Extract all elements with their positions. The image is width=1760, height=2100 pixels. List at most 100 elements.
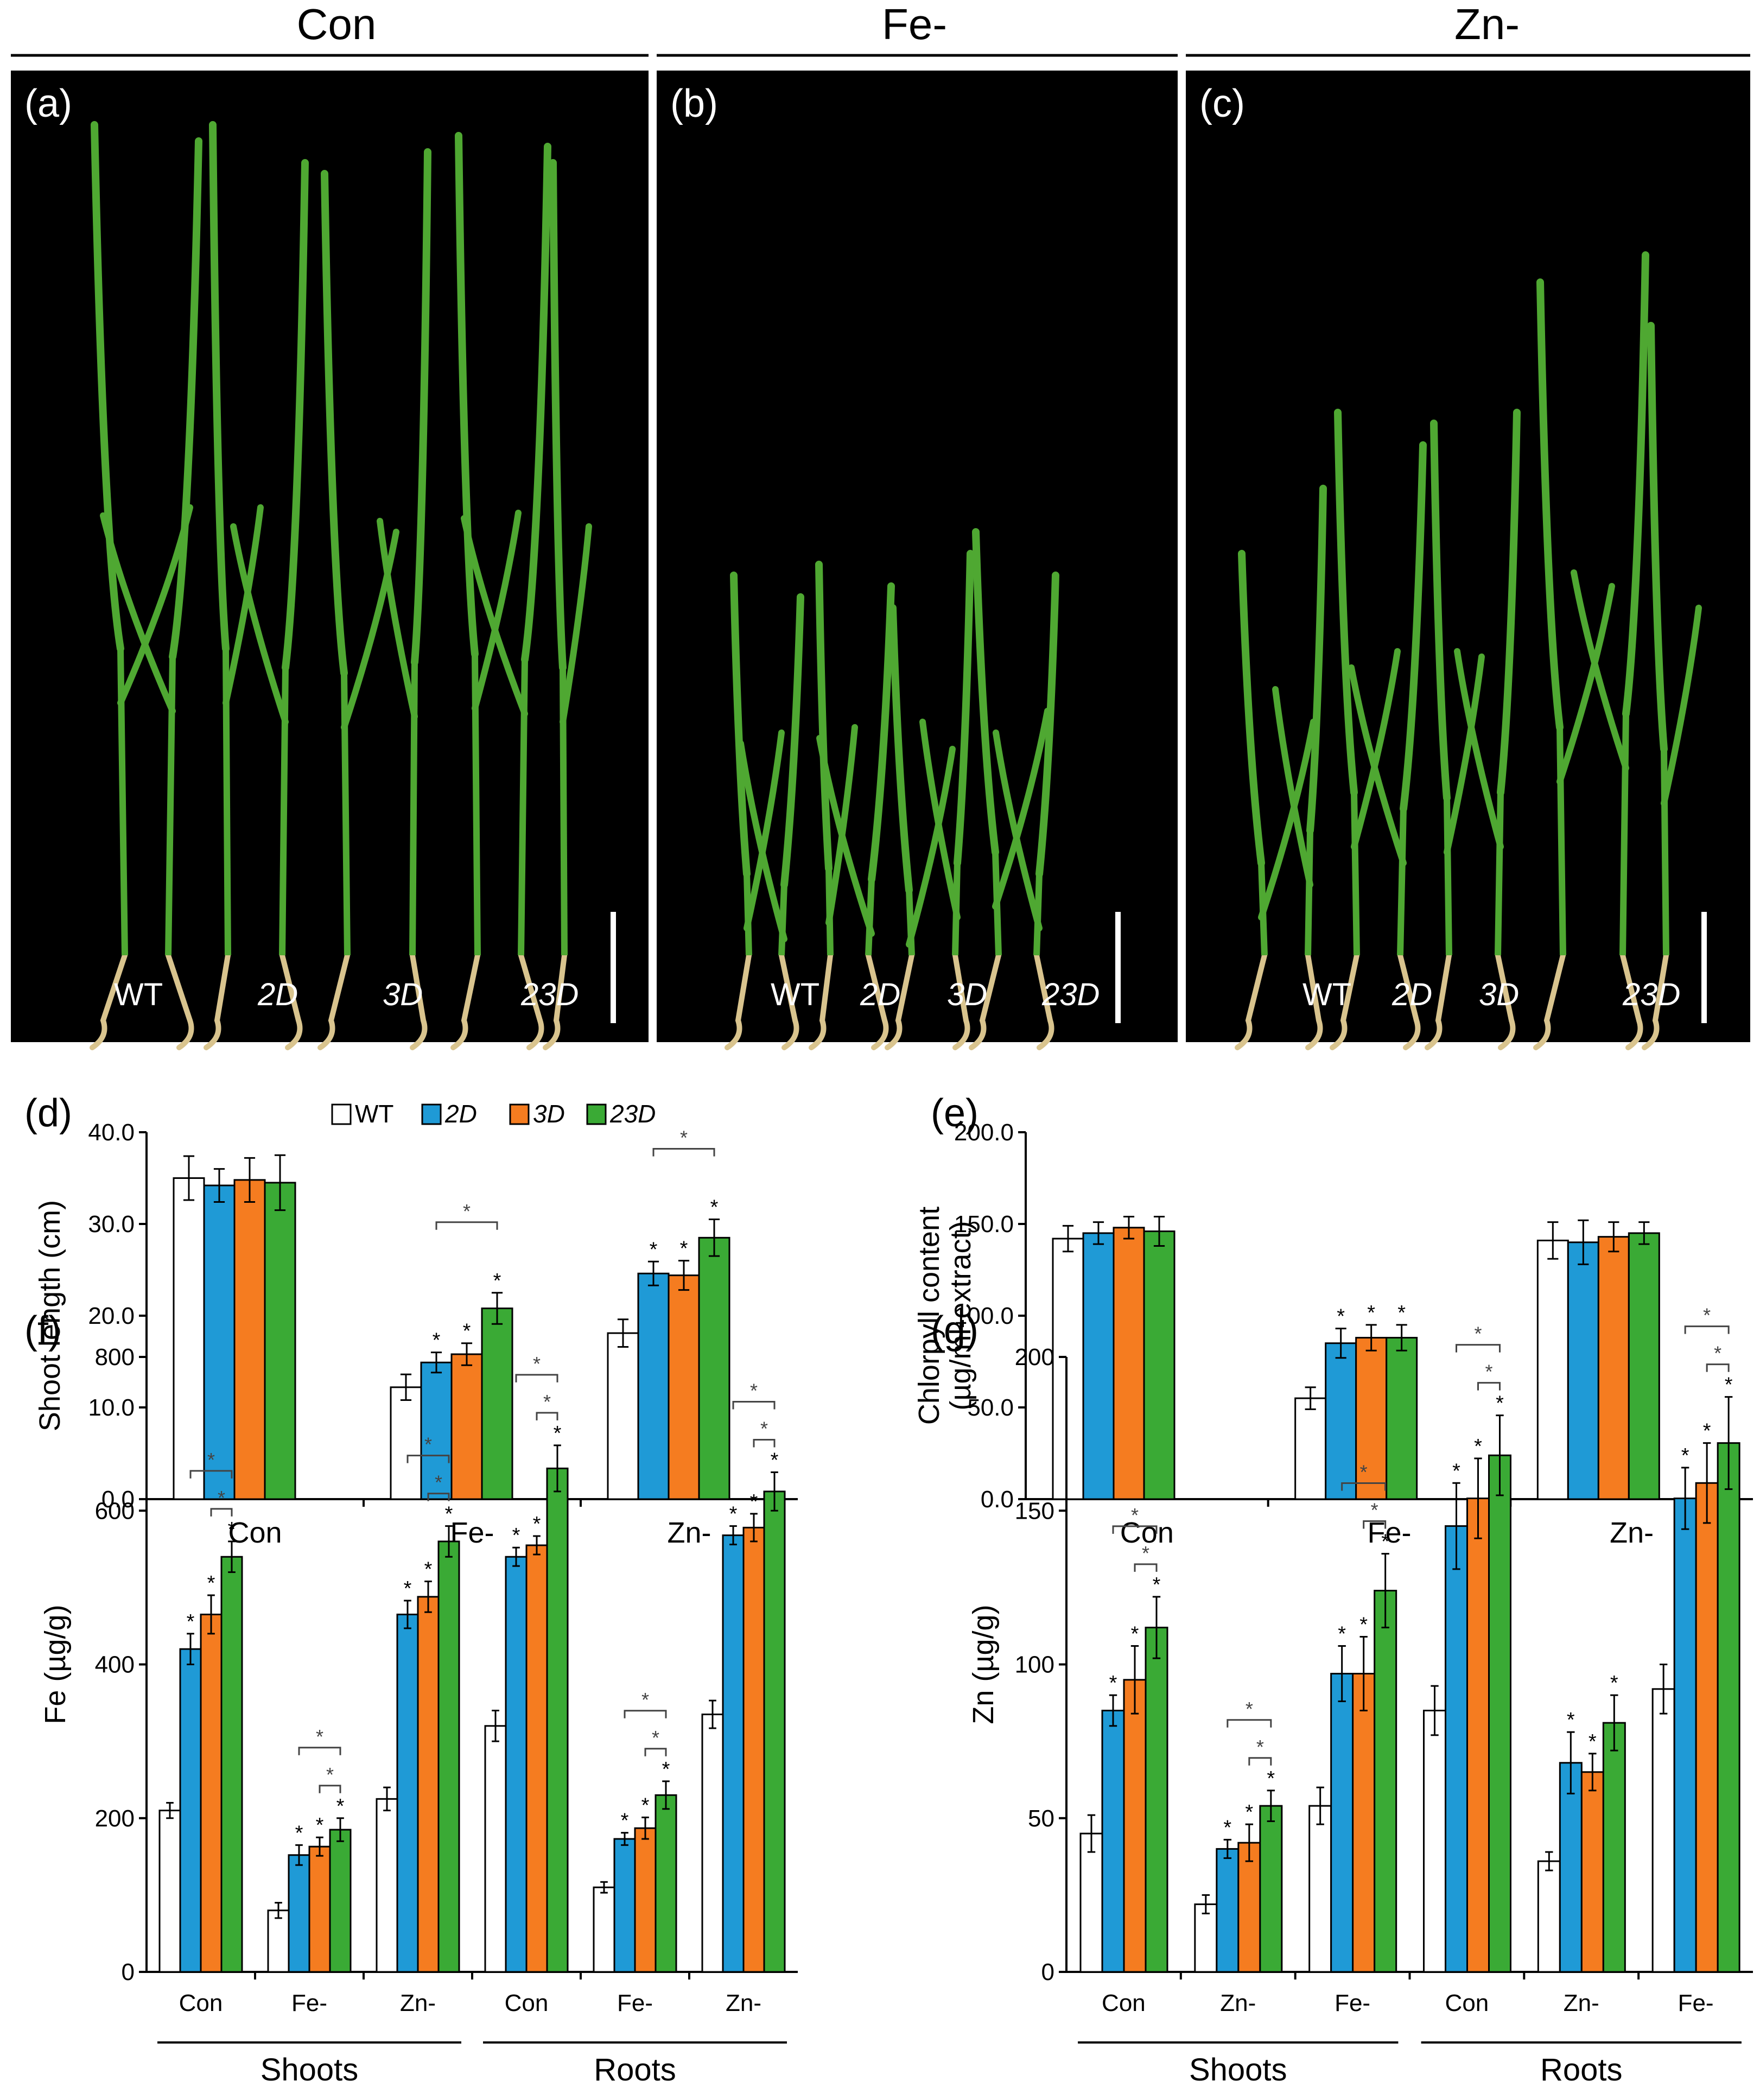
bar-Zn--3D: [1580, 1771, 1604, 1973]
bar-Con-WT: [484, 1725, 507, 1973]
legend-label-2D: 2D: [444, 1100, 477, 1128]
bar-Con-3D: [1113, 1227, 1145, 1500]
bracket-star: *: [641, 1689, 649, 1711]
plant-stem: [1556, 727, 1566, 956]
bar-Con-23D: [1488, 1454, 1511, 1973]
x-category-label: Zn-: [1610, 1517, 1654, 1549]
plant-leaf: [377, 518, 418, 720]
comparison-bracket: [753, 1438, 776, 1448]
bar-Fe--23D: [1374, 1590, 1397, 1973]
bar-Fe--3D: [308, 1845, 331, 1973]
plant-stem: [1661, 748, 1669, 956]
bracket-star: *: [1360, 1461, 1368, 1483]
group-label: Roots: [1540, 2052, 1623, 2088]
significance-star: *: [404, 1577, 412, 1600]
y-tick-label: 0.0: [981, 1486, 1014, 1513]
bracket-star: *: [1256, 1736, 1264, 1758]
y-tick-label: 200: [95, 1805, 135, 1832]
y-tick-label: 100.0: [954, 1303, 1014, 1329]
plant-leaf: [816, 735, 875, 937]
genotype-label: 2D: [257, 977, 298, 1012]
significance-star: *: [1223, 1816, 1231, 1839]
plant-root: [279, 953, 303, 1050]
significance-star: *: [445, 1503, 453, 1526]
significance-star: *: [1153, 1574, 1161, 1596]
plant-leaf: [100, 512, 176, 714]
bar-Con-WT: [1423, 1709, 1446, 1973]
plant-leaf: [321, 170, 348, 677]
panel-letter: (f): [24, 1309, 61, 1352]
significance-star: *: [1131, 1623, 1139, 1646]
comparison-bracket: [1684, 1325, 1730, 1334]
bracket-star: *: [680, 1127, 688, 1149]
y-axis-label: Shoot length (cm): [34, 1200, 66, 1431]
bar-Con-WT: [1079, 1832, 1103, 1973]
significance-star: *: [621, 1810, 629, 1832]
plant-leaf: [1334, 409, 1358, 796]
significance-star: *: [554, 1422, 562, 1445]
plant-root: [204, 953, 231, 1050]
plant-stem: [778, 884, 787, 956]
bracket-star: *: [218, 1487, 225, 1509]
x-category-label: Con: [1445, 1990, 1489, 2016]
y-tick-label: 50.0: [967, 1394, 1014, 1421]
significance-star: *: [1496, 1392, 1504, 1415]
comparison-bracket: [652, 1148, 715, 1157]
plant-stem: [1351, 792, 1360, 956]
significance-star: *: [710, 1196, 719, 1219]
bar-Fe--2D: [1330, 1672, 1354, 1973]
significance-star: *: [771, 1449, 779, 1471]
plant-leaf: [1444, 654, 1485, 855]
bar-Zn--WT: [701, 1714, 724, 1973]
bracket-star: *: [424, 1433, 432, 1456]
bar-Zn--23D: [763, 1490, 786, 1973]
bar-Fe--23D: [329, 1829, 352, 1973]
bar-Fe--WT: [267, 1909, 290, 1973]
bar-Zn--WT: [376, 1798, 398, 1973]
y-tick-label: 0: [122, 1959, 135, 1985]
bar-Con-3D: [233, 1179, 266, 1500]
bar-Zn--3D: [668, 1274, 700, 1500]
bar-Zn--3D: [417, 1596, 440, 1973]
plant-root: [1495, 953, 1516, 1050]
plant-leaf: [1536, 278, 1564, 731]
legend-swatch-3D: [509, 1103, 530, 1125]
y-tick-label: 40.0: [88, 1119, 135, 1146]
bar-Zn--WT: [1194, 1903, 1218, 1973]
comparison-bracket: [319, 1785, 341, 1793]
y-tick-label: 200: [1015, 1344, 1054, 1371]
plant-leaf: [1454, 648, 1504, 850]
plant-stem: [1305, 830, 1313, 956]
significance-star: *: [463, 1320, 471, 1343]
plant-root: [885, 953, 914, 1050]
significance-star: *: [1474, 1435, 1482, 1458]
plant-leaf: [1622, 251, 1649, 718]
comparison-bracket: [1248, 1757, 1272, 1766]
bar-Fe--3D: [634, 1827, 657, 1973]
y-tick-label: 0: [1041, 1959, 1054, 1985]
photo-panels: (a) WT 2D 3D 23D (b) WT 2D 3D 23D (c) WT 2D 3D 23D: [11, 71, 1750, 1050]
plant-root: [1305, 953, 1323, 1050]
y-tick-label: 150.0: [954, 1211, 1014, 1238]
significance-star: *: [424, 1558, 433, 1581]
bar-Zn--23D: [437, 1540, 460, 1973]
plant-root: [1330, 953, 1359, 1050]
bar-Fe--23D: [655, 1794, 677, 1973]
plant-leaf: [91, 121, 124, 652]
plant-root: [1397, 953, 1421, 1050]
significance-star: *: [1397, 1302, 1406, 1324]
group-label: Shoots: [260, 2052, 359, 2088]
plant-leaf: [455, 132, 479, 658]
plant-root: [725, 953, 752, 1050]
comparison-bracket: [1477, 1382, 1501, 1391]
bracket-star: *: [652, 1727, 659, 1749]
plant-leaf: [560, 523, 592, 725]
bracket-star: *: [1371, 1499, 1378, 1521]
significance-star: *: [207, 1572, 215, 1595]
bracket-star: *: [750, 1379, 758, 1401]
comparison-bracket: [406, 1455, 450, 1463]
comparison-bracket: [1706, 1363, 1730, 1372]
comparison-bracket: [732, 1400, 776, 1410]
y-axis-label-unit: (µg/ml-extract): [944, 1221, 977, 1410]
